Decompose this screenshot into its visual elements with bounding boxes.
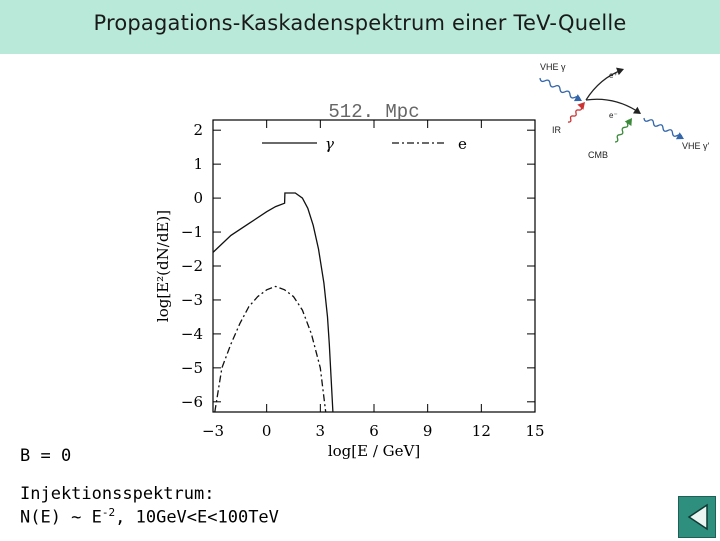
back-arrow-icon xyxy=(687,503,708,531)
injection-formula: N(E) ~ E-2, 10GeV<E<100TeV xyxy=(20,506,279,528)
chart-title: 512. Mpc xyxy=(328,101,419,123)
x-tick-label-0: −3 xyxy=(202,422,224,440)
label-positron: e⁺ xyxy=(609,71,618,80)
plot-frame xyxy=(212,119,536,413)
y-tick-label-7: −5 xyxy=(181,359,203,377)
chart-layer: −3 0 3 6 9 12 15 2 1 0 −1 −2 −3 −4 −5 −6 512. Mpc log[E /… xyxy=(154,101,545,460)
x-tick-label-6: 15 xyxy=(525,422,544,440)
ir-photon-arrow xyxy=(577,102,585,110)
y-tick-label-4: −2 xyxy=(181,257,203,275)
formula-suffix: , 10GeV<E<100TeV xyxy=(115,507,279,528)
title-bar: Propagations-Kaskadenspektrum einer TeV-… xyxy=(0,0,720,54)
x-tick-label-1: 0 xyxy=(262,422,272,440)
outgoing-photon-wave xyxy=(643,117,683,139)
label-cmb: CMB xyxy=(588,150,608,160)
electron-arrow xyxy=(632,106,641,114)
x-tick-label-5: 12 xyxy=(472,422,491,440)
legend-label-1: e xyxy=(458,135,467,153)
label-ir: IR xyxy=(552,125,562,135)
y-tick-label-6: −4 xyxy=(181,325,203,343)
legend-label-0: γ xyxy=(325,135,334,153)
cmb-photon-arrow xyxy=(624,118,632,127)
formula-prefix: N(E) ~ E xyxy=(20,507,102,528)
formula-exponent: -2 xyxy=(101,506,116,519)
x-axis-label: log[E / GeV] xyxy=(328,442,420,460)
incoming-photon-arrow xyxy=(573,94,582,102)
b-field-label: B = 0 xyxy=(20,446,72,466)
y-tick-label-1: 1 xyxy=(193,155,203,173)
y-tick-label-0: 2 xyxy=(193,121,203,139)
incoming-photon-wave xyxy=(539,77,581,101)
cmb-photon-wave xyxy=(614,119,631,143)
series-line-e xyxy=(214,285,327,413)
back-button[interactable] xyxy=(678,496,716,538)
injection-title: Injektionsspektrum: xyxy=(20,484,215,504)
positron-arrow xyxy=(616,67,624,76)
cascade-diagram: VHE γ e⁺ e⁻ IR CMB VHE γ' xyxy=(539,62,710,160)
y-axis-label: log[E²(dN/dE)] xyxy=(154,210,172,322)
outgoing-photon-arrow xyxy=(675,132,684,140)
x-tick-label-2: 3 xyxy=(316,422,326,440)
slide-title: Propagations-Kaskadenspektrum einer TeV-… xyxy=(93,11,627,35)
y-tick-label-8: −6 xyxy=(181,393,203,411)
label-vhe-gamma: VHE γ xyxy=(540,62,566,72)
x-tick-label-3: 6 xyxy=(369,422,379,440)
series-line-gamma xyxy=(212,192,334,413)
y-tick-label-5: −3 xyxy=(181,291,203,309)
x-tick-label-4: 9 xyxy=(423,422,433,440)
y-tick-label-2: 0 xyxy=(193,189,203,207)
label-vhe-gamma-prime: VHE γ' xyxy=(682,141,710,151)
y-tick-label-3: −1 xyxy=(181,223,203,241)
label-electron: e⁻ xyxy=(609,111,618,120)
